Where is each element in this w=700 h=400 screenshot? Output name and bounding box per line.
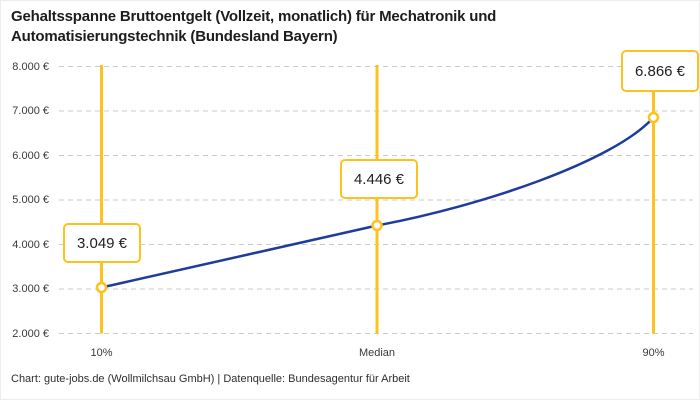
y-axis-tick-6000: 6.000 € — [12, 149, 49, 162]
chart-title-line2: Automatisierungstechnik (Bundesland Baye… — [11, 28, 338, 45]
marker-10th-percentile — [95, 281, 108, 294]
y-axis-tick-8000: 8.000 € — [12, 60, 49, 73]
value-callout-90th-percentile: 6.866 € — [621, 50, 699, 92]
marker-median — [371, 219, 383, 232]
percentile-vertical-lines — [100, 65, 655, 334]
data-point-markers — [95, 111, 660, 294]
x-axis-label-median: Median — [358, 347, 396, 359]
y-axis-tick-5000: 5.000 € — [12, 194, 49, 206]
value-callout-median: 4.446 € — [340, 159, 418, 199]
chart-title: Gehaltsspanne Bruttoentgelt (Vollzeit, m… — [11, 7, 496, 47]
x-axis-label-10th-percentile: 10% — [90, 347, 113, 359]
chart-title-line1: Gehaltsspanne Bruttoentgelt (Vollzeit, m… — [11, 8, 497, 25]
chart-credit: Chart: gute-jobs.de (Wollmilchsau GmbH) … — [11, 373, 410, 385]
y-axis-tick-4000: 4.000 € — [12, 238, 49, 251]
y-axis-tick-3000: 3.000 € — [12, 283, 49, 295]
value-callout-10th-percentile: 3.049 € — [63, 223, 141, 263]
y-axis-tick-2000: 2.000 € — [12, 327, 49, 340]
y-axis-tick-7000: 7.000 € — [12, 105, 49, 117]
marker-90th-percentile — [647, 111, 660, 124]
x-axis-label-90th-percentile: 90% — [642, 347, 665, 359]
